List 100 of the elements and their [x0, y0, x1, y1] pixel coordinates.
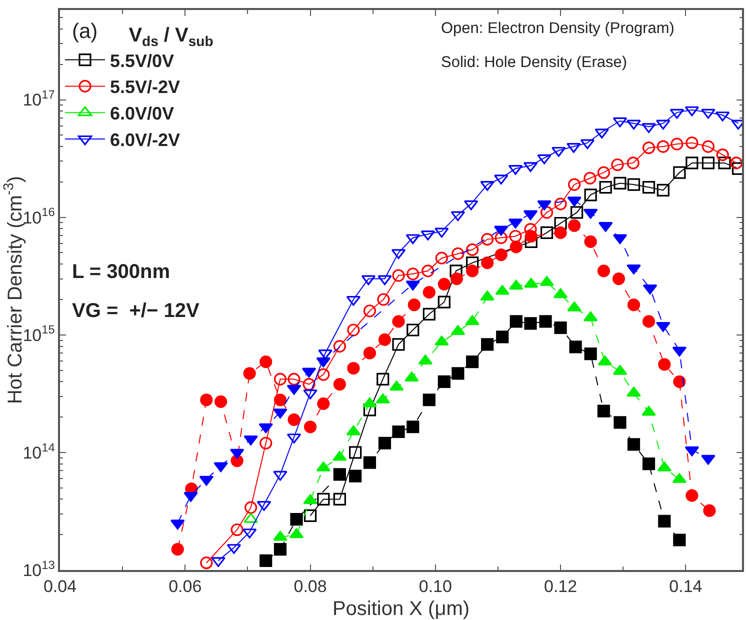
- point: [584, 235, 597, 248]
- point: [539, 315, 552, 328]
- point: [580, 139, 595, 150]
- point: [303, 494, 318, 504]
- point: [244, 512, 258, 523]
- point: [597, 404, 610, 418]
- point: [626, 120, 641, 130]
- point: [642, 406, 656, 416]
- point: [673, 375, 686, 388]
- point: [614, 176, 626, 190]
- point: [450, 272, 463, 286]
- point: [642, 142, 656, 154]
- point: [656, 140, 670, 153]
- x-tick-label: 0.12: [544, 577, 578, 596]
- point: [200, 556, 213, 570]
- legend-label: 5.5V/0V: [110, 50, 174, 71]
- point: [406, 268, 420, 280]
- point: [540, 226, 554, 239]
- point: [346, 425, 361, 436]
- point: [418, 354, 433, 365]
- point: [466, 264, 479, 278]
- point: [494, 226, 508, 236]
- point: [333, 468, 346, 481]
- point: [523, 210, 538, 220]
- point: [317, 492, 330, 506]
- point: [260, 356, 272, 368]
- point: [304, 420, 317, 434]
- point: [214, 395, 228, 408]
- point: [392, 315, 405, 328]
- point: [406, 234, 420, 244]
- point: [450, 211, 466, 222]
- point: [701, 454, 716, 465]
- y-tick-label: 10$^{15}$: [22, 322, 56, 345]
- point: [686, 136, 698, 150]
- point: [599, 181, 612, 194]
- point: [642, 458, 656, 470]
- point: [508, 164, 523, 175]
- point: [496, 330, 509, 344]
- point: [480, 180, 494, 191]
- point: [730, 156, 742, 170]
- point: [392, 338, 405, 351]
- point: [332, 450, 347, 461]
- point: [510, 315, 522, 328]
- point: [378, 436, 392, 450]
- point: [672, 346, 687, 357]
- point: [302, 378, 316, 391]
- point: [349, 470, 362, 482]
- point: [376, 372, 390, 386]
- point: [673, 166, 686, 179]
- point: [658, 358, 671, 371]
- point: [274, 372, 287, 386]
- x-tick-label: 0.08: [294, 577, 327, 596]
- point: [316, 357, 331, 368]
- point: [406, 420, 420, 434]
- point: [537, 154, 552, 164]
- point: [566, 142, 581, 153]
- point: [656, 184, 670, 197]
- point: [363, 346, 376, 360]
- point: [422, 264, 434, 278]
- point: [230, 448, 244, 459]
- legend-label: 6.0V/0V: [110, 104, 174, 124]
- point: [686, 156, 698, 170]
- point: [450, 264, 462, 278]
- point: [302, 368, 316, 378]
- point: [406, 324, 420, 336]
- point: [377, 293, 390, 306]
- point: [378, 333, 392, 346]
- point: [568, 219, 581, 232]
- point: [435, 252, 448, 264]
- point: [540, 206, 554, 219]
- point: [258, 423, 273, 434]
- point: [481, 233, 494, 246]
- x-tick-label: 0.04: [43, 577, 77, 596]
- y-tick-label: 10$^{13}$: [22, 558, 56, 580]
- point: [438, 278, 450, 290]
- point: [422, 286, 436, 299]
- point: [273, 470, 288, 481]
- point: [286, 384, 302, 395]
- point: [554, 198, 567, 210]
- y-tick-label: 10$^{17}$: [22, 88, 56, 110]
- point: [244, 435, 258, 446]
- point: [465, 315, 480, 326]
- point: [701, 108, 716, 119]
- point: [243, 367, 256, 380]
- point: [362, 397, 377, 408]
- annotation: (a): [72, 20, 98, 43]
- point: [627, 178, 640, 191]
- legend-label: 5.5V/-2V: [110, 77, 180, 98]
- point: [452, 247, 464, 260]
- point: [288, 413, 300, 426]
- point: [184, 492, 198, 502]
- point: [244, 501, 258, 514]
- point: [569, 340, 582, 354]
- point: [317, 397, 330, 410]
- point: [494, 174, 508, 185]
- point: [718, 156, 731, 170]
- point: [658, 514, 671, 528]
- x-axis-title: Position X (μm): [332, 598, 470, 620]
- point: [434, 228, 449, 238]
- point: [570, 206, 584, 219]
